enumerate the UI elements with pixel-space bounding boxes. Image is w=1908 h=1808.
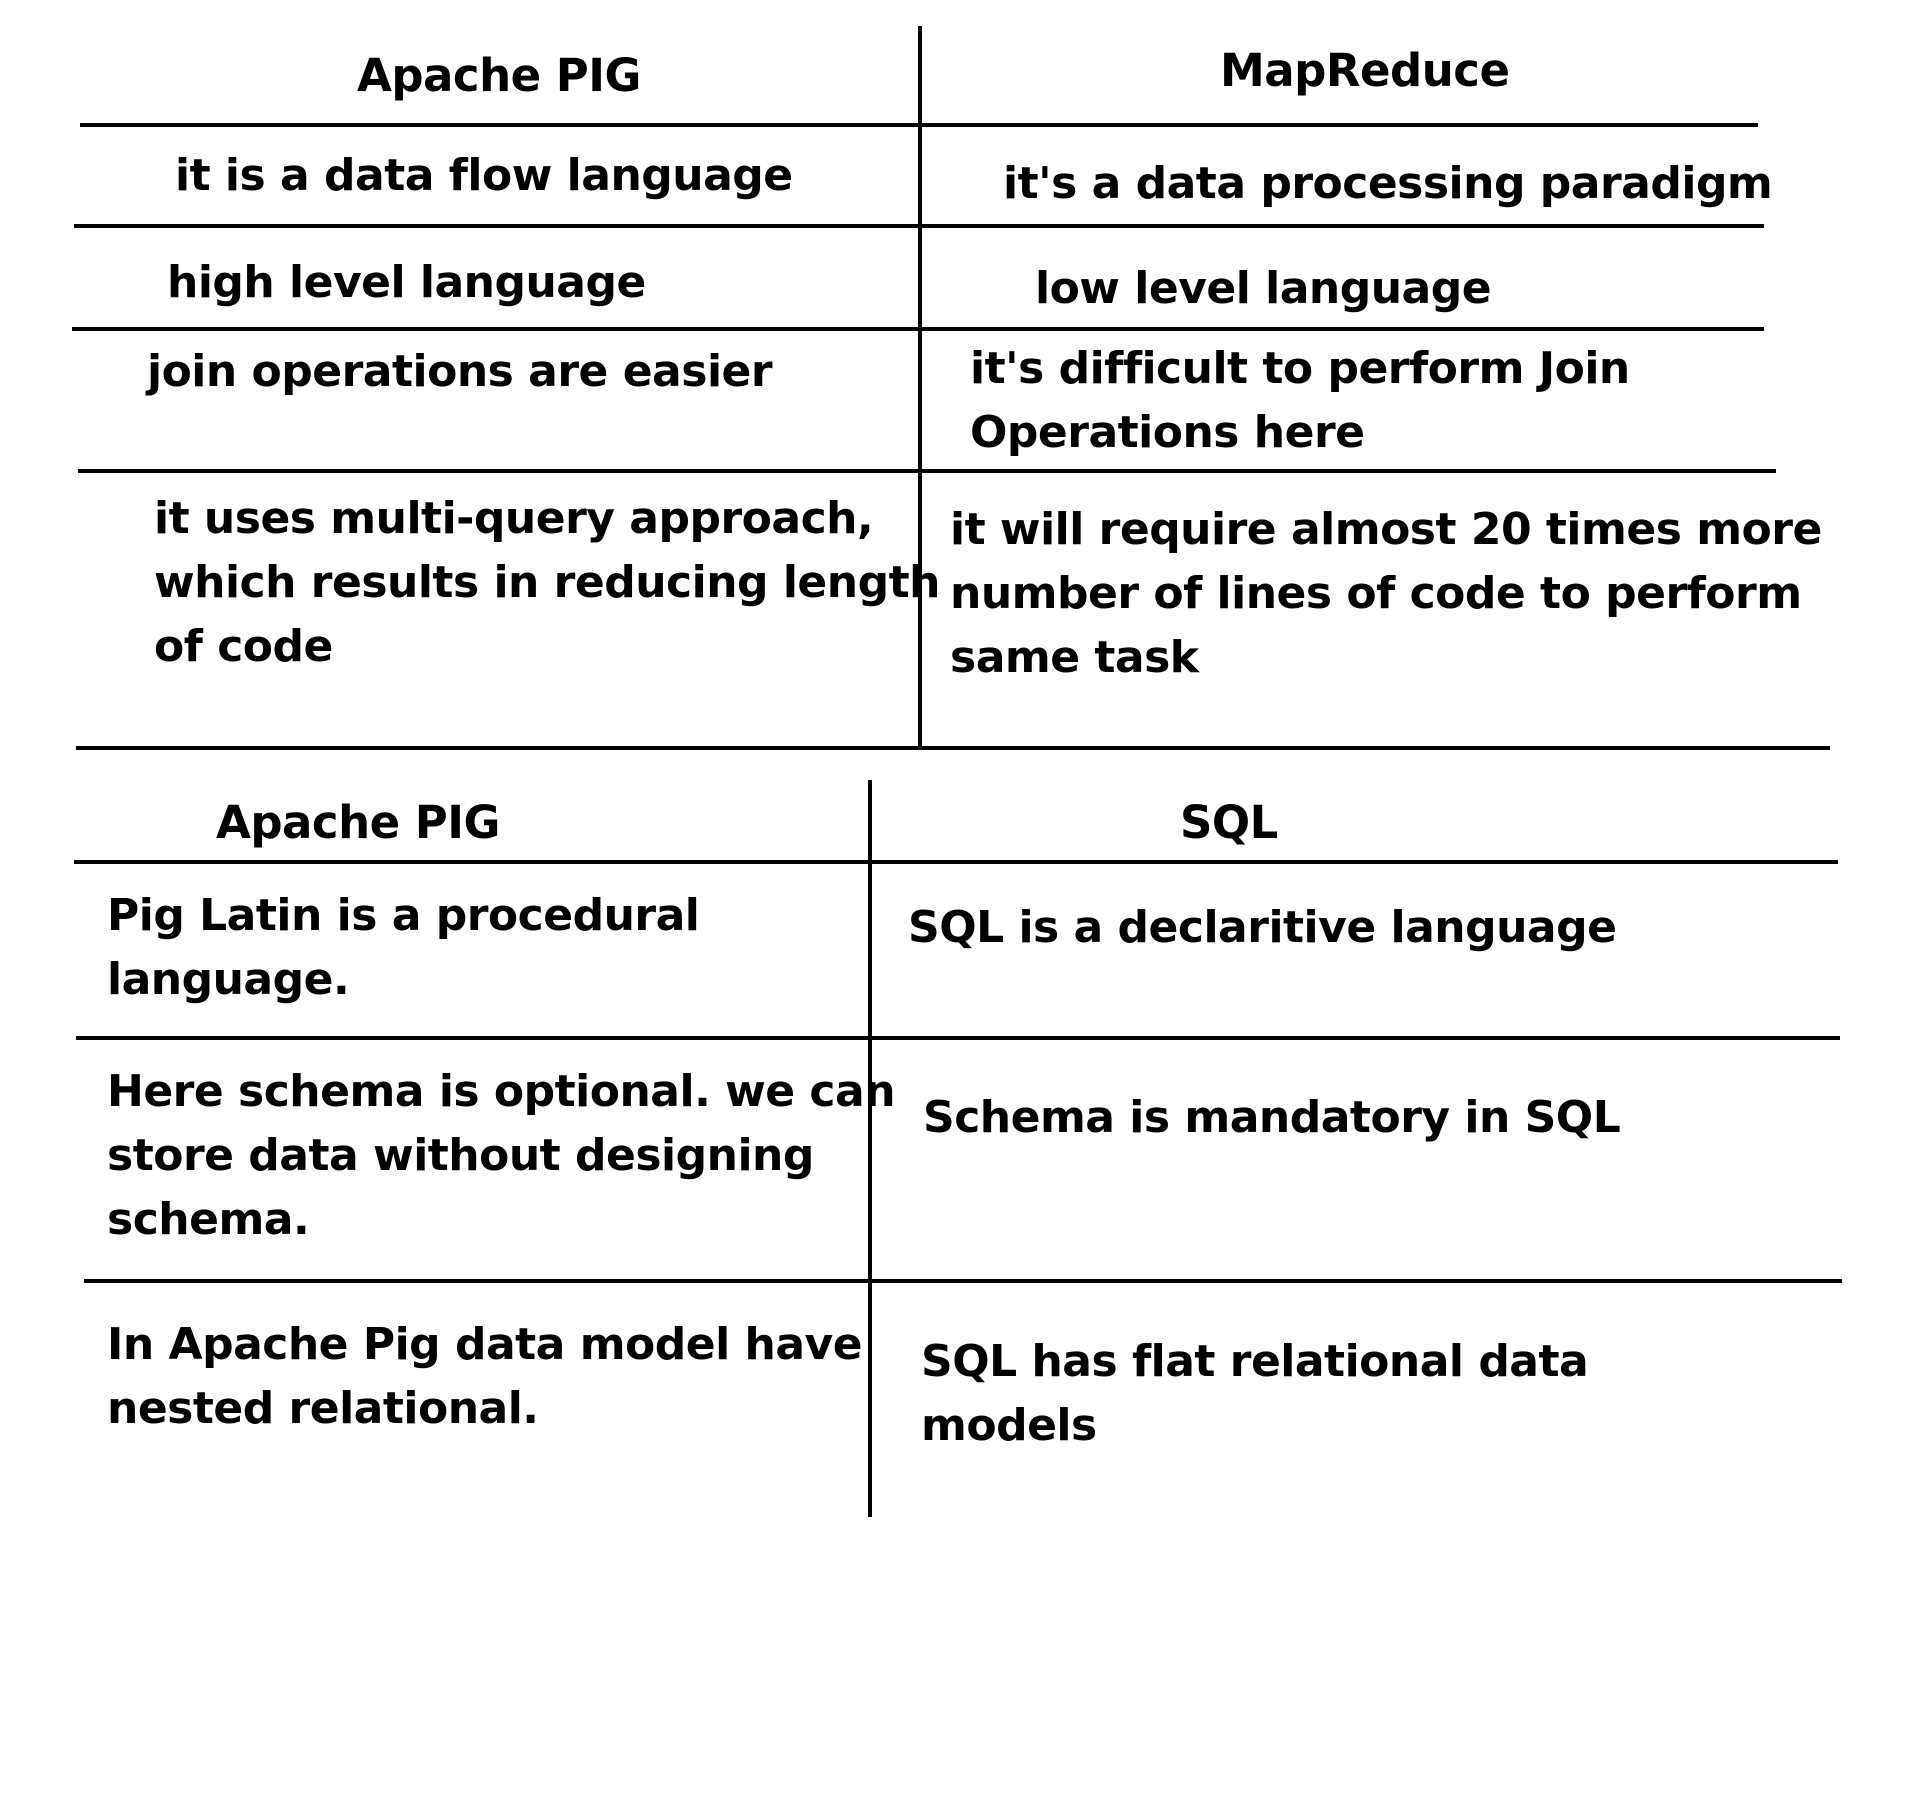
- table1-row2-right-cell: low level language: [1035, 263, 1492, 314]
- table1-row3-right-cell: it's difficult to perform Join Operation…: [970, 343, 1630, 458]
- table2-row2-right-cell: Schema is mandatory in SQL: [923, 1092, 1621, 1143]
- table1-left-header: Apache PIG: [357, 49, 641, 102]
- table2-row-rule: [76, 1036, 1840, 1040]
- table2-row-rule: [84, 1279, 1842, 1283]
- table1-row4-right-cell: it will require almost 20 times more num…: [950, 504, 1822, 683]
- table2-left-header: Apache PIG: [216, 796, 500, 849]
- table1-column-divider: [918, 26, 922, 746]
- table2-row2-left-cell: Here schema is optional. we can store da…: [107, 1066, 896, 1245]
- table2-row3-left-cell: In Apache Pig data model have nested rel…: [107, 1319, 863, 1434]
- table2-row1-right-cell: SQL is a declaritive language: [908, 902, 1617, 953]
- table1-row3-left-cell: join operations are easier: [147, 346, 773, 397]
- table1-row4-left-cell: it uses multi-query approach, which resu…: [154, 493, 940, 672]
- table2-header-rule: [74, 860, 1838, 864]
- table2-row3-right-cell: SQL has flat relational data models: [921, 1336, 1589, 1451]
- table1-row-rule: [74, 224, 1764, 228]
- table1-row-rule: [72, 327, 1764, 331]
- table1-row2-left-cell: high level language: [167, 257, 646, 308]
- table1-row-rule: [78, 469, 1776, 473]
- table1-right-header: MapReduce: [1220, 44, 1510, 97]
- table1-bottom-rule: [76, 746, 1830, 750]
- table2-right-header: SQL: [1180, 796, 1278, 849]
- table1-row1-left-cell: it is a data flow language: [175, 150, 793, 201]
- table1-row1-right-cell: it's a data processing paradigm: [1003, 158, 1773, 209]
- table2-row1-left-cell: Pig Latin is a procedural language.: [107, 890, 700, 1005]
- table2-column-divider: [868, 780, 872, 1517]
- table1-header-rule: [80, 123, 1758, 127]
